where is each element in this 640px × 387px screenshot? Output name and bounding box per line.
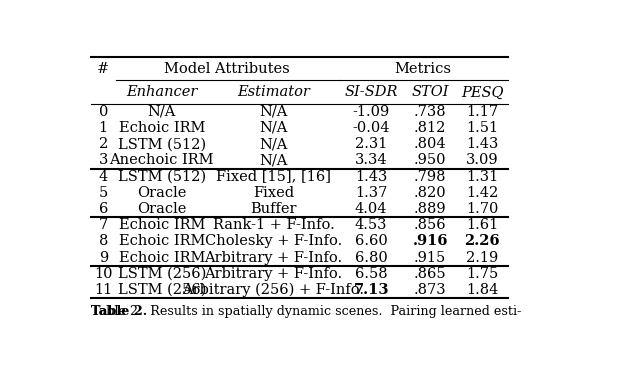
Text: 4.53: 4.53 <box>355 218 387 232</box>
Text: 7: 7 <box>99 218 108 232</box>
Text: N/A: N/A <box>259 137 287 151</box>
Text: .889: .889 <box>414 202 447 216</box>
Text: Rank-1 + F-Info.: Rank-1 + F-Info. <box>212 218 334 232</box>
Text: Fixed [15], [16]: Fixed [15], [16] <box>216 170 331 183</box>
Text: .856: .856 <box>414 218 447 232</box>
Text: 4.04: 4.04 <box>355 202 387 216</box>
Text: -1.09: -1.09 <box>353 105 390 119</box>
Text: 8: 8 <box>99 235 108 248</box>
Text: Cholesky + F-Info.: Cholesky + F-Info. <box>205 235 342 248</box>
Text: Arbitrary (256) + F-Info.: Arbitrary (256) + F-Info. <box>182 283 364 297</box>
Text: 6.80: 6.80 <box>355 251 388 265</box>
Text: 5: 5 <box>99 186 108 200</box>
Text: 3.34: 3.34 <box>355 153 387 168</box>
Text: 1.37: 1.37 <box>355 186 387 200</box>
Text: LSTM (512): LSTM (512) <box>118 137 206 151</box>
Text: Echoic IRM: Echoic IRM <box>118 121 205 135</box>
Text: .820: .820 <box>414 186 447 200</box>
Text: 1.84: 1.84 <box>466 283 499 297</box>
Text: .738: .738 <box>414 105 447 119</box>
Text: 9: 9 <box>99 251 108 265</box>
Text: .950: .950 <box>414 153 447 168</box>
Text: PESQ: PESQ <box>461 86 504 99</box>
Text: 6.58: 6.58 <box>355 267 387 281</box>
Text: LSTM (256): LSTM (256) <box>118 267 206 281</box>
Text: Arbitrary + F-Info.: Arbitrary + F-Info. <box>204 267 342 281</box>
Text: .916: .916 <box>412 235 448 248</box>
Text: .812: .812 <box>414 121 446 135</box>
Text: 1.61: 1.61 <box>466 218 499 232</box>
Text: 1: 1 <box>99 121 108 135</box>
Text: Anechoic IRM: Anechoic IRM <box>109 153 214 168</box>
Text: N/A: N/A <box>259 121 287 135</box>
Text: Echoic IRM: Echoic IRM <box>118 251 205 265</box>
Text: Metrics: Metrics <box>395 62 452 76</box>
Text: Oracle: Oracle <box>137 202 186 216</box>
Text: SI-SDR: SI-SDR <box>344 86 398 99</box>
Text: .865: .865 <box>414 267 447 281</box>
Text: 1.31: 1.31 <box>466 170 499 183</box>
Text: .798: .798 <box>414 170 447 183</box>
Text: 1.42: 1.42 <box>466 186 499 200</box>
Text: Buffer: Buffer <box>250 202 297 216</box>
Text: 1.70: 1.70 <box>466 202 499 216</box>
Text: 4: 4 <box>99 170 108 183</box>
Text: #: # <box>97 62 109 76</box>
Text: Echoic IRM: Echoic IRM <box>118 218 205 232</box>
Text: Fixed: Fixed <box>253 186 294 200</box>
Text: .915: .915 <box>414 251 446 265</box>
Text: LSTM (256): LSTM (256) <box>118 283 206 297</box>
Text: Echoic IRM: Echoic IRM <box>118 235 205 248</box>
Text: Oracle: Oracle <box>137 186 186 200</box>
Text: STOI: STOI <box>412 86 449 99</box>
Text: 6.60: 6.60 <box>355 235 388 248</box>
Text: N/A: N/A <box>259 153 287 168</box>
Text: 11: 11 <box>94 283 113 297</box>
Text: Model Attributes: Model Attributes <box>164 62 290 76</box>
Text: 2.19: 2.19 <box>466 251 499 265</box>
Text: 2.26: 2.26 <box>465 235 500 248</box>
Text: Arbitrary + F-Info.: Arbitrary + F-Info. <box>204 251 342 265</box>
Text: N/A: N/A <box>259 105 287 119</box>
Text: .804: .804 <box>414 137 447 151</box>
Text: Estimator: Estimator <box>237 86 310 99</box>
Text: .873: .873 <box>414 283 447 297</box>
Text: 2: 2 <box>99 137 108 151</box>
Text: 6: 6 <box>99 202 108 216</box>
Text: 1.17: 1.17 <box>466 105 499 119</box>
Text: N/A: N/A <box>148 105 176 119</box>
Text: Table 2.: Table 2. <box>91 305 147 318</box>
Text: Enhancer: Enhancer <box>126 86 198 99</box>
Text: 1.51: 1.51 <box>466 121 499 135</box>
Text: LSTM (512): LSTM (512) <box>118 170 206 183</box>
Text: 2.31: 2.31 <box>355 137 387 151</box>
Text: -0.04: -0.04 <box>353 121 390 135</box>
Text: 1.43: 1.43 <box>466 137 499 151</box>
Text: 10: 10 <box>94 267 113 281</box>
Text: 3: 3 <box>99 153 108 168</box>
Text: 0: 0 <box>99 105 108 119</box>
Text: 1.43: 1.43 <box>355 170 387 183</box>
Text: Table 2.  Results in spatially dynamic scenes.  Pairing learned esti-: Table 2. Results in spatially dynamic sc… <box>91 305 522 318</box>
Text: 1.75: 1.75 <box>466 267 499 281</box>
Text: 3.09: 3.09 <box>466 153 499 168</box>
Text: 7.13: 7.13 <box>353 283 389 297</box>
